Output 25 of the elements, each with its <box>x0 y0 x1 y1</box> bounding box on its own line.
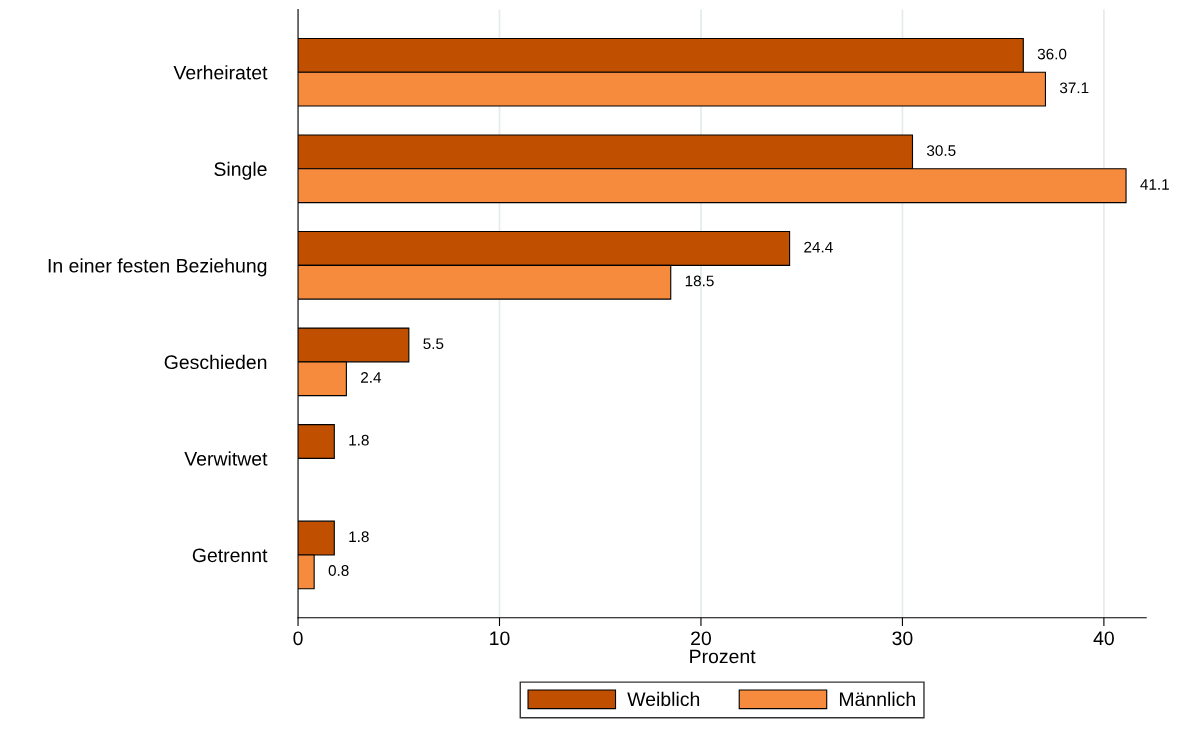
y-tick-label: In einer festen Beziehung <box>48 258 267 277</box>
data-label: 0.8 <box>328 565 349 576</box>
y-tick-label: Single <box>214 161 267 180</box>
y-tick-label: Verheiratet <box>173 65 268 80</box>
legend-label: Männlich <box>839 691 915 707</box>
legend-label: Weiblich <box>627 691 700 707</box>
y-tick-label: Geschieden <box>164 354 267 370</box>
y-tick-label: Verwitwet <box>184 451 268 466</box>
x-tick-label: 30 <box>892 631 913 646</box>
x-tick-label: 0 <box>293 631 303 646</box>
data-label: 5.5 <box>423 338 444 350</box>
x-tick-label: 20 <box>691 631 712 646</box>
data-label: 1.8 <box>349 434 369 446</box>
data-label: 41.1 <box>1140 179 1169 190</box>
data-label: 30.5 <box>926 145 956 156</box>
data-label: 2.4 <box>361 372 382 383</box>
data-label: 18.5 <box>685 275 714 287</box>
x-axis-title: Prozent <box>690 649 756 664</box>
x-tick-label: 10 <box>490 631 510 646</box>
data-label: 36.0 <box>1037 48 1067 60</box>
data-label: 24.4 <box>804 241 833 253</box>
y-tick-label: Getrennt <box>192 548 268 563</box>
data-label: 1.8 <box>349 531 369 543</box>
x-tick-label: 40 <box>1093 631 1114 646</box>
data-label: 37.1 <box>1059 82 1089 94</box>
